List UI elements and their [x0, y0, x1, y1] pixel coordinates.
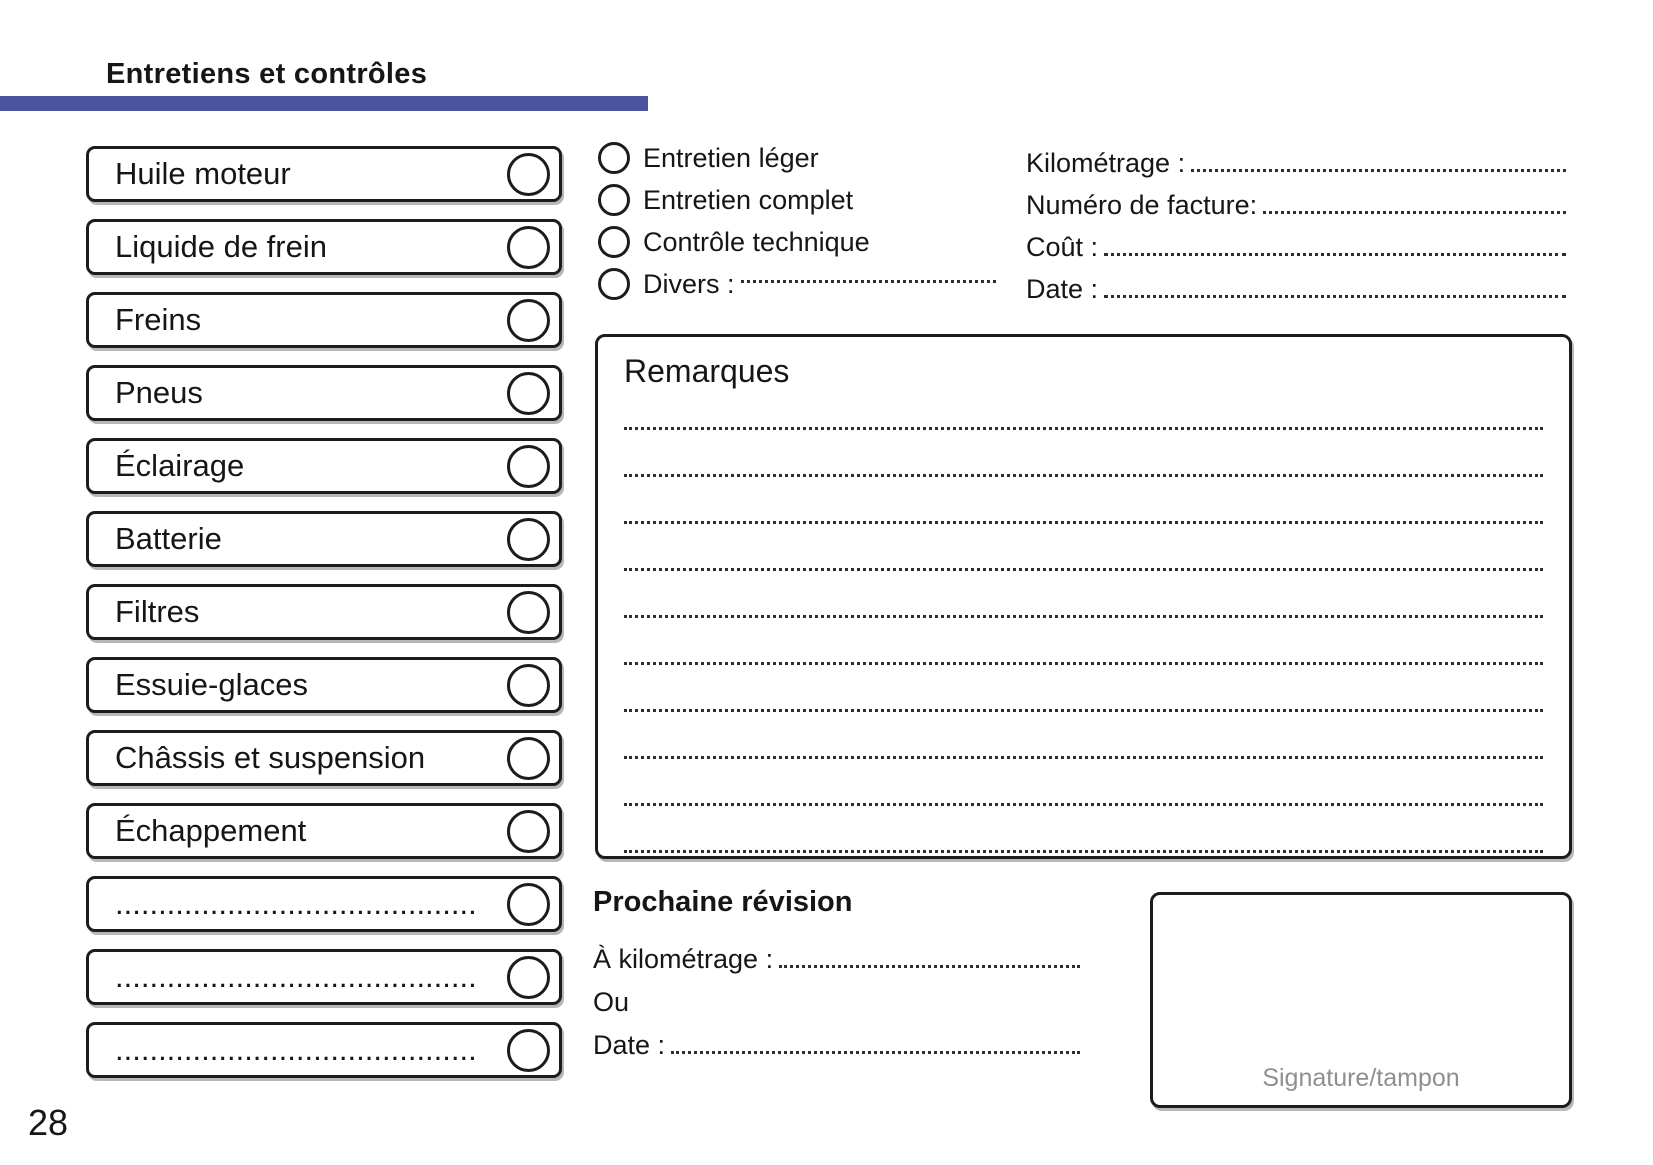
check-row: Pneus — [86, 365, 562, 421]
check-circle[interactable] — [507, 955, 550, 999]
signature-stamp-box[interactable]: Signature/tampon — [1150, 892, 1572, 1108]
radio-circle[interactable] — [598, 268, 630, 300]
remarks-write-line[interactable] — [624, 712, 1543, 759]
check-item-label: Batterie — [115, 521, 222, 556]
remarks-write-line[interactable] — [624, 571, 1543, 618]
check-item-label: Pneus — [115, 375, 203, 410]
next-service-km-row: À kilométrage : — [593, 932, 1080, 975]
check-row-blank: ........................................… — [86, 876, 562, 932]
check-circle[interactable] — [507, 225, 550, 269]
check-row-blank: ........................................… — [86, 949, 562, 1005]
invoice-field-label: Kilométrage : — [1026, 148, 1186, 178]
next-service-km-label: À kilométrage : — [593, 944, 774, 974]
check-row-blank: ........................................… — [86, 1022, 562, 1078]
radio-circle[interactable] — [598, 142, 630, 174]
check-item-label: ........................................… — [115, 886, 477, 921]
remarks-write-line[interactable] — [624, 618, 1543, 665]
remarks-write-line[interactable] — [624, 665, 1543, 712]
check-item-label: Freins — [115, 302, 202, 337]
check-item-label: Filtres — [115, 594, 200, 629]
check-item-label: ........................................… — [115, 959, 477, 994]
invoice-fields: Kilométrage : Numéro de facture: Coût : Dat… — [1026, 137, 1566, 305]
check-item-label: Liquide de frein — [115, 229, 327, 264]
title-underline-bar — [0, 96, 648, 111]
check-circle[interactable] — [507, 444, 550, 488]
service-type-row: Entretien léger — [598, 137, 996, 179]
check-circle[interactable] — [507, 1028, 550, 1072]
page-title: Entretiens et contrôles — [106, 58, 428, 90]
check-item-label: Éclairage — [115, 448, 245, 483]
check-circle[interactable] — [507, 371, 550, 415]
check-circle[interactable] — [507, 663, 550, 707]
check-row: Huile moteur — [86, 146, 562, 202]
next-service-title: Prochaine révision — [593, 886, 853, 918]
check-circle[interactable] — [507, 517, 550, 561]
remarks-write-lines — [624, 383, 1543, 853]
check-row: Filtres — [86, 584, 562, 640]
radio-circle[interactable] — [598, 184, 630, 216]
invoice-field-label: Date : — [1026, 274, 1099, 304]
service-type-label: Divers : — [643, 268, 735, 299]
service-type-row: Entretien complet — [598, 179, 996, 221]
invoice-field-label: Numéro de facture: — [1026, 190, 1258, 220]
invoice-field-write-line[interactable] — [1104, 294, 1566, 298]
check-row: Freins — [86, 292, 562, 348]
remarks-write-line[interactable] — [624, 524, 1543, 571]
page-number: 28 — [28, 1102, 69, 1143]
check-circle[interactable] — [507, 809, 550, 853]
check-item-label: Châssis et suspension — [115, 740, 426, 775]
check-circle[interactable] — [507, 152, 550, 196]
signature-stamp-label: Signature/tampon — [1262, 1064, 1460, 1092]
maintenance-checklist: Huile moteur Liquide de frein Freins Pneus É… — [86, 146, 562, 1095]
check-item-label: ........................................… — [115, 1032, 477, 1067]
remarks-write-line[interactable] — [624, 806, 1543, 853]
service-type-row: Divers : — [598, 263, 996, 305]
invoice-field-row: Date : — [1026, 263, 1566, 305]
service-type-options: Entretien léger Entretien complet Contrôle… — [598, 137, 996, 305]
check-circle[interactable] — [507, 882, 550, 926]
next-service-or-row: Ou — [593, 975, 1080, 1018]
remarks-write-line[interactable] — [624, 383, 1543, 430]
check-circle[interactable] — [507, 590, 550, 634]
service-type-label: Entretien complet — [643, 184, 854, 215]
invoice-field-row: Kilométrage : — [1026, 137, 1566, 179]
next-service-or-label: Ou — [593, 987, 630, 1017]
check-item-label: Échappement — [115, 813, 307, 848]
next-service-date-line[interactable] — [671, 1050, 1080, 1054]
service-type-label: Contrôle technique — [643, 226, 870, 257]
service-type-label: Entretien léger — [643, 142, 819, 173]
check-row: Liquide de frein — [86, 219, 562, 275]
radio-circle[interactable] — [598, 226, 630, 258]
check-item-label: Essuie-glaces — [115, 667, 308, 702]
check-row: Batterie — [86, 511, 562, 567]
check-row: Châssis et suspension — [86, 730, 562, 786]
next-service-section: Prochaine révision À kilométrage : Ou Da… — [593, 886, 1080, 1061]
invoice-field-row: Numéro de facture: — [1026, 179, 1566, 221]
remarks-title: Remarques — [624, 353, 790, 389]
check-row: Échappement — [86, 803, 562, 859]
service-type-row: Contrôle technique — [598, 221, 996, 263]
invoice-field-write-line[interactable] — [1263, 210, 1566, 214]
check-circle[interactable] — [507, 736, 550, 780]
remarks-write-line[interactable] — [624, 759, 1543, 806]
next-service-date-row: Date : — [593, 1018, 1080, 1061]
remarks-write-line[interactable] — [624, 430, 1543, 477]
next-service-km-line[interactable] — [779, 964, 1080, 968]
next-service-date-label: Date : — [593, 1030, 666, 1060]
check-row: Essuie-glaces — [86, 657, 562, 713]
invoice-field-write-line[interactable] — [1104, 252, 1566, 256]
invoice-field-row: Coût : — [1026, 221, 1566, 263]
remarks-box: Remarques — [595, 334, 1572, 859]
check-item-label: Huile moteur — [115, 156, 291, 191]
service-type-write-line[interactable] — [740, 279, 996, 283]
remarks-write-line[interactable] — [624, 477, 1543, 524]
invoice-field-write-line[interactable] — [1191, 168, 1566, 172]
check-row: Éclairage — [86, 438, 562, 494]
invoice-field-label: Coût : — [1026, 232, 1099, 262]
check-circle[interactable] — [507, 298, 550, 342]
